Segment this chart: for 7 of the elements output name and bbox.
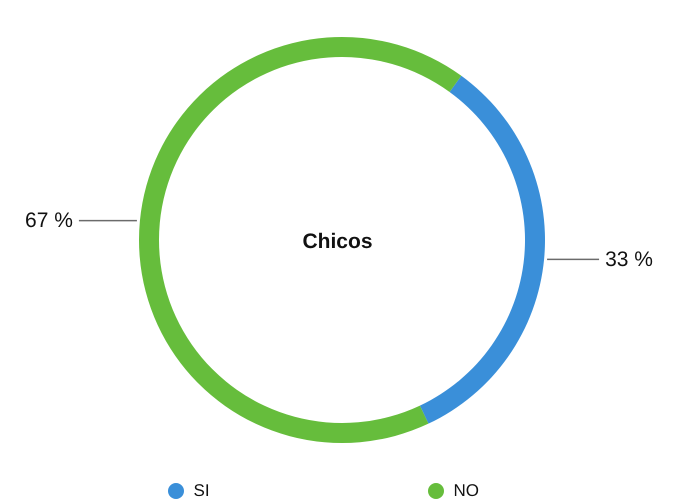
donut-slice [139, 37, 462, 443]
legend-label: NO [454, 481, 479, 501]
legend-label: SI [194, 481, 210, 501]
data-label: 67 % [25, 209, 73, 232]
text: Chicos [302, 230, 373, 253]
donut-slice [420, 76, 545, 424]
data-label: 33 % [605, 248, 653, 271]
